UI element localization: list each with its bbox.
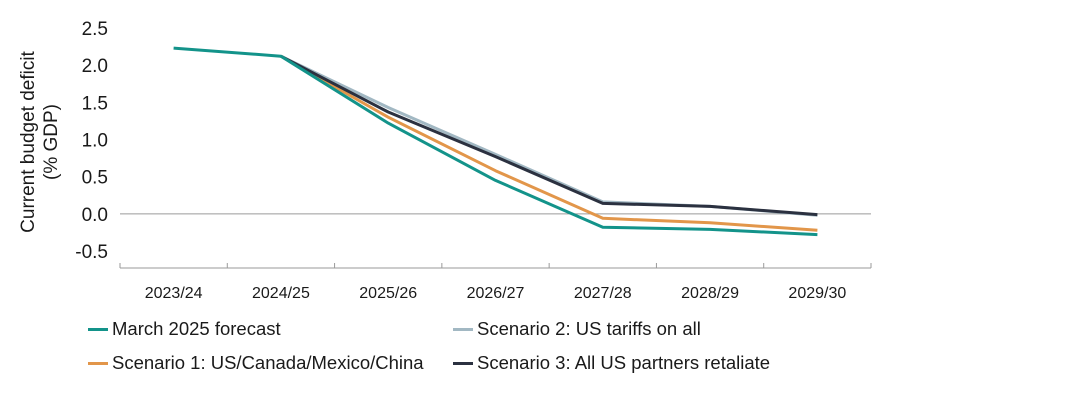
y-axis-label-line2: (% GDP) (41, 104, 62, 180)
legend-label: March 2025 forecast (112, 318, 281, 339)
legend-label: Scenario 1: US/Canada/Mexico/China (112, 352, 424, 373)
y-tick-label: 0.0 (82, 205, 108, 226)
y-tick-label: 1.0 (82, 131, 108, 152)
y-tick-labels: 2.5 2.0 1.5 1.0 0.5 0.0 -0.5 (75, 19, 108, 263)
x-tick-label: 2023/24 (145, 285, 203, 302)
legend-label: Scenario 3: All US partners retaliate (477, 352, 771, 373)
series-line-2 (280, 54, 818, 217)
y-tick-label: -0.5 (75, 242, 108, 263)
y-tick-label: 2.5 (82, 19, 108, 40)
series-lines (173, 46, 818, 237)
legend-label: Scenario 2: US tariffs on all (477, 318, 701, 339)
series-line-0 (173, 46, 818, 237)
y-axis-label: Current budget deficit (% GDP) (18, 50, 62, 232)
x-tick-label: 2024/25 (252, 285, 310, 302)
legend-swatch-scenario-3 (453, 361, 473, 365)
series-line-1 (280, 54, 818, 232)
x-axis: 2023/24 2024/25 2025/26 2026/27 2027/28 2028/… (119, 213, 872, 302)
y-axis-label-line1: Current budget deficit (18, 50, 39, 232)
legend-item-march-2025-forecast: March 2025 forecast (88, 318, 281, 340)
x-tick-label: 2028/29 (681, 285, 739, 302)
x-tick-label: 2026/27 (467, 285, 525, 302)
x-tick-label: 2027/28 (574, 285, 632, 302)
series-line-3 (280, 54, 818, 217)
x-tick-label: 2025/26 (359, 285, 417, 302)
y-tick-label: 1.5 (82, 93, 108, 114)
y-tick-label: 2.0 (82, 56, 108, 77)
x-tick-label: 2029/30 (788, 285, 846, 302)
legend-swatch-scenario-1 (88, 361, 108, 365)
legend-swatch-scenario-2 (453, 327, 473, 331)
legend-item-scenario-2: Scenario 2: US tariffs on all (453, 318, 701, 340)
legend-swatch-march-2025-forecast (88, 327, 108, 331)
y-tick-label: 0.5 (82, 168, 108, 189)
legend-item-scenario-1: Scenario 1: US/Canada/Mexico/China (88, 352, 424, 374)
legend-item-scenario-3: Scenario 3: All US partners retaliate (453, 352, 770, 374)
